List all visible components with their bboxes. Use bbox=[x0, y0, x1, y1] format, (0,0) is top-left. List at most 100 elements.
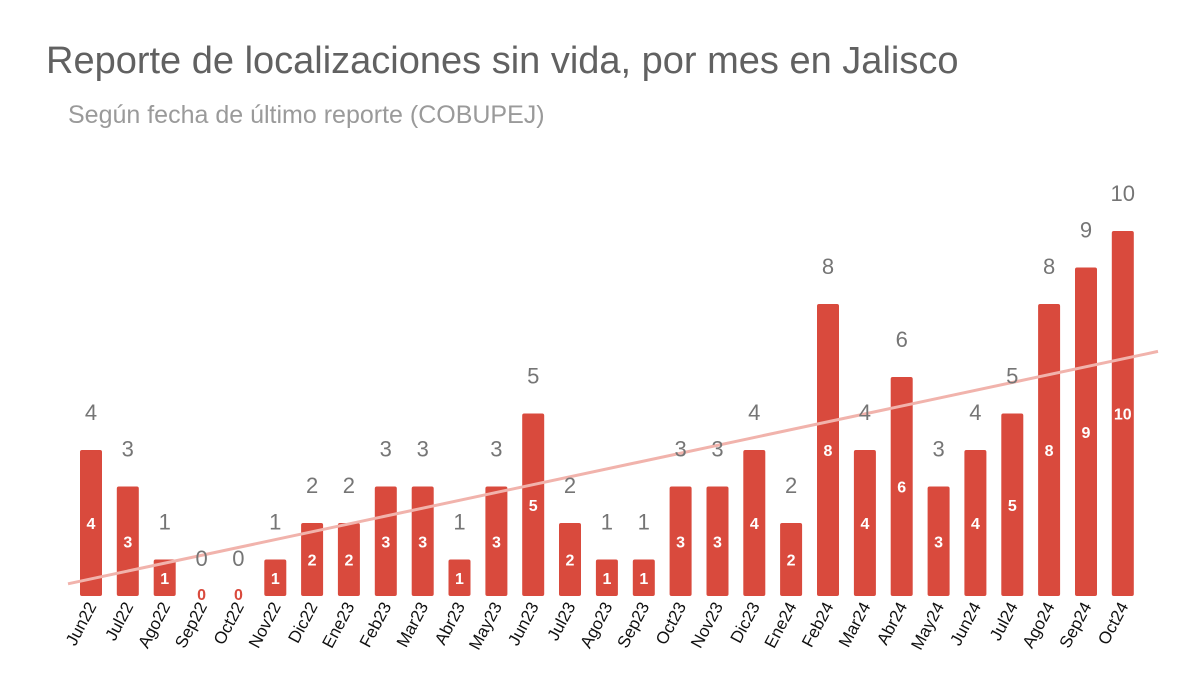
data-label-inside: 3 bbox=[123, 534, 132, 551]
x-tick-label: Jun22 bbox=[62, 599, 101, 649]
bars-layer bbox=[80, 231, 1134, 596]
x-tick-label: Sep22 bbox=[171, 599, 211, 651]
bar-Sep24 bbox=[1075, 267, 1097, 596]
data-label-inside: 9 bbox=[1082, 425, 1091, 442]
bar-Mar23 bbox=[411, 486, 434, 596]
bar-May23 bbox=[485, 486, 508, 596]
bar-Mar24 bbox=[853, 450, 876, 596]
x-tick-label: Ene23 bbox=[319, 599, 359, 651]
x-tick-label: Sep24 bbox=[1056, 599, 1096, 651]
data-label-inside: 1 bbox=[602, 571, 611, 588]
x-tick-label: Nov22 bbox=[245, 599, 285, 651]
data-label-above: 4 bbox=[85, 400, 97, 425]
x-tick-label: Jul24 bbox=[986, 599, 1022, 644]
data-label-inside: 2 bbox=[308, 553, 317, 570]
data-label-above: 3 bbox=[490, 437, 502, 462]
data-label-inside: 8 bbox=[1045, 443, 1054, 460]
bar-Abr24 bbox=[890, 377, 913, 596]
data-label-above: 4 bbox=[969, 400, 981, 425]
x-tick-label: Oct23 bbox=[652, 599, 690, 648]
data-label-above: 3 bbox=[417, 437, 429, 462]
x-tick-label: Abr23 bbox=[431, 599, 469, 648]
data-label-above: 6 bbox=[896, 327, 908, 352]
data-label-above: 2 bbox=[306, 473, 318, 498]
data-label-inside: 1 bbox=[455, 571, 464, 588]
data-label-zero: 0 bbox=[234, 587, 243, 604]
data-label-inside: 8 bbox=[824, 443, 833, 460]
data-label-above: 8 bbox=[822, 254, 834, 279]
data-label-inside: 2 bbox=[566, 553, 575, 570]
data-label-inside: 2 bbox=[344, 553, 353, 570]
data-label-above: 0 bbox=[195, 546, 207, 571]
data-label-inside: 10 bbox=[1114, 407, 1132, 424]
data-label-above: 3 bbox=[932, 437, 944, 462]
data-label-inside: 1 bbox=[160, 571, 169, 588]
bar-Sep23 bbox=[632, 559, 655, 596]
data-label-inside: 3 bbox=[713, 534, 722, 551]
data-label-above: 3 bbox=[674, 437, 686, 462]
chart-title: Reporte de localizaciones sin vida, por … bbox=[46, 40, 959, 82]
x-tick-label: Ago24 bbox=[1019, 599, 1059, 651]
data-label-zero: 0 bbox=[197, 587, 206, 604]
bar-Ene24 bbox=[780, 523, 803, 596]
x-tick-label: May24 bbox=[907, 599, 948, 653]
chart-subtitle: Según fecha de último reporte (COBUPEJ) bbox=[68, 101, 545, 129]
data-label-inside: 3 bbox=[676, 534, 685, 551]
data-label-above: 1 bbox=[269, 510, 281, 535]
data-label-inside: 4 bbox=[87, 516, 96, 533]
x-tick-label: Sep23 bbox=[613, 599, 653, 651]
data-label-above: 3 bbox=[122, 437, 134, 462]
x-tick-label: Ago23 bbox=[577, 599, 617, 651]
bar-Ene23 bbox=[337, 523, 360, 596]
data-label-above: 9 bbox=[1080, 218, 1092, 243]
data-label-inside: 1 bbox=[271, 571, 280, 588]
data-label-inside: 1 bbox=[639, 571, 648, 588]
data-label-inside: 3 bbox=[492, 534, 501, 551]
data-label-inside: 4 bbox=[750, 516, 759, 533]
data-label-inside: 3 bbox=[934, 534, 943, 551]
x-tick-label: Oct22 bbox=[210, 599, 248, 648]
data-label-above: 5 bbox=[1006, 364, 1018, 389]
bar-Dic23 bbox=[743, 450, 766, 596]
bar-Jun24 bbox=[964, 450, 987, 596]
data-label-above: 4 bbox=[748, 400, 760, 425]
data-label-above: 4 bbox=[859, 400, 871, 425]
bar-Oct24 bbox=[1111, 231, 1134, 596]
data-label-above: 5 bbox=[527, 364, 539, 389]
bar-Jul23 bbox=[559, 523, 581, 596]
bar-May24 bbox=[927, 486, 950, 596]
data-label-inside: 5 bbox=[1008, 498, 1017, 515]
trendline bbox=[67, 349, 1159, 586]
data-label-inside: 4 bbox=[860, 516, 869, 533]
bar-Abr23 bbox=[448, 559, 471, 596]
data-label-above: 10 bbox=[1111, 181, 1135, 206]
data-label-above: 3 bbox=[711, 437, 723, 462]
labels-layer: 4433110000112222333311335522111133334422… bbox=[85, 181, 1135, 604]
data-label-above: 1 bbox=[601, 510, 613, 535]
x-tick-label: May23 bbox=[465, 599, 506, 653]
data-label-above: 1 bbox=[453, 510, 465, 535]
x-tick-label: Dic23 bbox=[727, 599, 764, 646]
data-label-above: 3 bbox=[380, 437, 392, 462]
bar-Oct23 bbox=[669, 486, 692, 596]
data-label-inside: 5 bbox=[529, 498, 538, 515]
x-tick-label: Feb23 bbox=[356, 599, 395, 650]
bar-Jul24 bbox=[1001, 413, 1024, 596]
x-tick-label: Mar23 bbox=[393, 599, 432, 650]
x-tick-label: Abr24 bbox=[873, 599, 911, 648]
data-label-above: 0 bbox=[232, 546, 244, 571]
data-label-above: 1 bbox=[159, 510, 171, 535]
data-label-above: 2 bbox=[785, 473, 797, 498]
bar-Ago23 bbox=[595, 559, 618, 596]
data-label-inside: 6 bbox=[897, 480, 906, 497]
data-label-inside: 4 bbox=[971, 516, 980, 533]
bar-Nov23 bbox=[706, 486, 729, 596]
data-label-inside: 3 bbox=[381, 534, 390, 551]
trendline-layer bbox=[67, 349, 1159, 586]
data-label-above: 8 bbox=[1043, 254, 1055, 279]
x-tick-label: Ago22 bbox=[134, 599, 174, 651]
x-tick-label: Jun23 bbox=[504, 599, 543, 649]
x-tick-label: Oct24 bbox=[1094, 599, 1132, 648]
x-tick-label: Mar24 bbox=[835, 599, 874, 650]
